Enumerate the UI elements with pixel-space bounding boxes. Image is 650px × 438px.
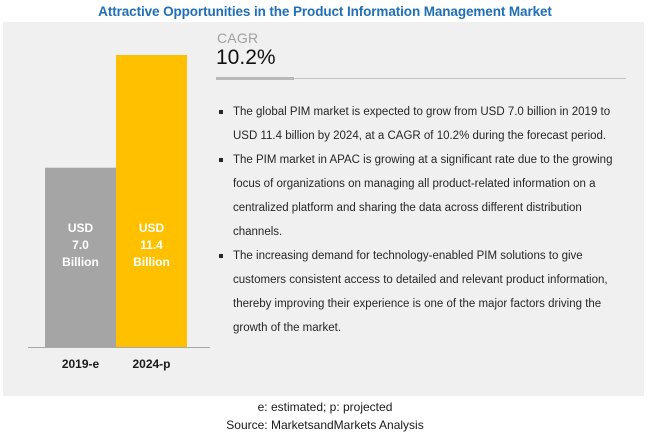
- bar-value-label: 11.4: [140, 238, 163, 252]
- bar-value-label: USD: [68, 221, 94, 235]
- source-note: Source: MarketsandMarkets Analysis: [226, 418, 424, 432]
- finding-text: The increasing demand for technology-ena…: [233, 250, 608, 334]
- chart-title: Attractive Opportunities in the Product …: [98, 4, 552, 19]
- bullet-icon: [219, 158, 223, 162]
- category-label: 2019-e: [62, 357, 100, 371]
- finding-item: The PIM market in APAC is growing at a s…: [219, 148, 619, 244]
- bar-value-label: 7.0: [72, 238, 89, 252]
- key-findings-list: The global PIM market is expected to gro…: [219, 100, 619, 340]
- bar-value-label: USD: [139, 221, 165, 235]
- bullet-icon: [219, 254, 223, 258]
- cagr-label: CAGR: [217, 30, 259, 46]
- finding-item: The global PIM market is expected to gro…: [219, 100, 619, 148]
- finding-text: The PIM market in APAC is growing at a s…: [233, 154, 613, 238]
- bullet-icon: [219, 110, 223, 114]
- finding-text: The global PIM market is expected to gro…: [233, 106, 611, 142]
- bar-2024-p: [116, 55, 187, 347]
- cagr-divider: [216, 78, 626, 79]
- bar-2019-e: [45, 167, 116, 347]
- finding-item: The increasing demand for technology-ena…: [219, 244, 619, 340]
- bar-value-label: Billion: [62, 255, 99, 269]
- bar-value-label: Billion: [133, 255, 170, 269]
- category-label: 2024-p: [132, 357, 170, 371]
- cagr-divider-accent: [216, 77, 294, 80]
- cagr-value: 10.2%: [216, 46, 276, 69]
- footnote: e: estimated; p: projected: [257, 400, 393, 414]
